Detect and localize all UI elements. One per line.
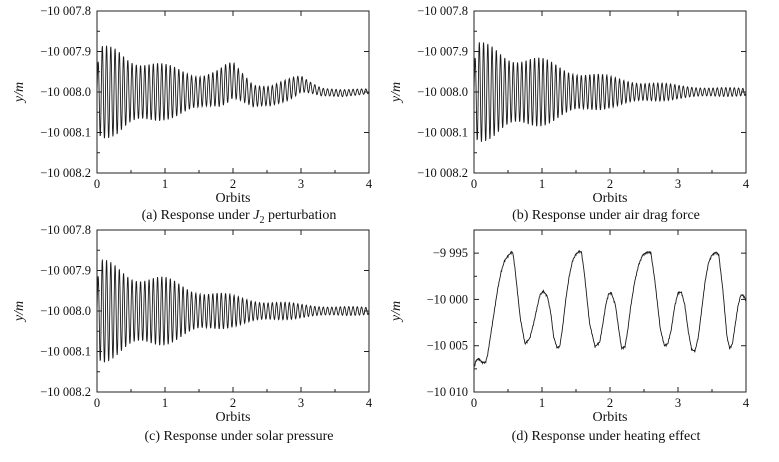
panel-a: 0 1 2 3 4 −10 007.8 −10 007.9 −10 008.0 −10 008.… bbox=[12, 4, 373, 226]
x-tick-label-a: 4 bbox=[366, 177, 373, 191]
x-axis-label-c: Orbits bbox=[216, 410, 251, 425]
y-tick-label-d: −9 995 bbox=[433, 246, 468, 260]
panel-b: 0 1 2 3 4 −10 007.8 −10 007.9 −10 008.0 −10 008.… bbox=[389, 4, 750, 223]
y-tick-label-b: −10 007.9 bbox=[417, 45, 468, 59]
caption-b: (b) Response under air drag force bbox=[512, 208, 700, 223]
x-axis-label-d: Orbits bbox=[593, 410, 628, 425]
y-tick-label-b: −10 008.1 bbox=[417, 126, 468, 140]
series-line-b-0 bbox=[473, 42, 747, 142]
y-axis-label-d: y/m bbox=[389, 301, 404, 323]
x-tick-label-b: 0 bbox=[471, 177, 477, 191]
y-tick-label-c: −10 007.9 bbox=[40, 264, 91, 278]
y-axis-label-b: y/m bbox=[389, 82, 404, 104]
x-tick-label-d: 2 bbox=[607, 396, 613, 410]
y-tick-label-d: −10 005 bbox=[427, 339, 468, 353]
x-tick-label-a: 0 bbox=[94, 177, 100, 191]
y-axis-label-a: y/m bbox=[12, 82, 27, 104]
panel-c: 0 1 2 3 4 −10 007.8 −10 007.9 −10 008.0 −10 008.… bbox=[12, 223, 373, 444]
panel-d: 0 1 2 3 4 −9 995 −10 000 −10 005 −10 010 Orbits y/… bbox=[389, 229, 750, 444]
x-tick-label-b: 4 bbox=[743, 177, 750, 191]
plot-frame-d bbox=[473, 229, 747, 393]
x-tick-label-b: 2 bbox=[607, 177, 613, 191]
y-tick-label-b: −10 008.2 bbox=[417, 166, 468, 180]
series-line-c-0 bbox=[96, 259, 370, 363]
x-tick-label-d: 0 bbox=[471, 396, 477, 410]
y-tick-label-c: −10 007.8 bbox=[40, 223, 91, 237]
x-axis-label-b: Orbits bbox=[593, 191, 628, 206]
y-tick-label-b: −10 008.0 bbox=[417, 85, 468, 99]
x-tick-label-d: 3 bbox=[675, 396, 681, 410]
y-tick-label-d: −10 010 bbox=[427, 385, 468, 399]
x-tick-label-c: 3 bbox=[298, 396, 304, 410]
series-line-a-0 bbox=[96, 45, 370, 139]
y-tick-label-c: −10 008.1 bbox=[40, 345, 91, 359]
caption-a: (a) Response under J2 perturbation bbox=[142, 208, 337, 226]
x-tick-label-b: 3 bbox=[675, 177, 681, 191]
caption-c: (c) Response under solar pressure bbox=[145, 429, 334, 444]
x-tick-label-c: 0 bbox=[94, 396, 100, 410]
y-tick-label-a: −10 008.1 bbox=[40, 126, 91, 140]
x-tick-label-a: 3 bbox=[298, 177, 304, 191]
y-tick-label-a: −10 007.8 bbox=[40, 4, 91, 18]
y-tick-label-a: −10 007.9 bbox=[40, 45, 91, 59]
x-tick-label-a: 2 bbox=[230, 177, 236, 191]
y-axis-label-c: y/m bbox=[12, 301, 27, 323]
x-tick-label-a: 1 bbox=[162, 177, 168, 191]
x-tick-label-c: 4 bbox=[366, 396, 373, 410]
x-axis-label-a: Orbits bbox=[216, 191, 251, 206]
x-tick-label-c: 2 bbox=[230, 396, 236, 410]
y-tick-label-a: −10 008.0 bbox=[40, 85, 91, 99]
x-tick-label-d: 1 bbox=[539, 396, 545, 410]
y-tick-label-b: −10 007.8 bbox=[417, 4, 468, 18]
x-tick-label-b: 1 bbox=[539, 177, 545, 191]
y-tick-label-d: −10 000 bbox=[427, 292, 468, 306]
series-line-d-0 bbox=[473, 249, 747, 369]
y-tick-label-c: −10 008.2 bbox=[40, 385, 91, 399]
y-tick-label-c: −10 008.0 bbox=[40, 304, 91, 318]
caption-d: (d) Response under heating effect bbox=[512, 429, 701, 444]
x-tick-label-c: 1 bbox=[162, 396, 168, 410]
y-tick-label-a: −10 008.2 bbox=[40, 166, 91, 180]
x-tick-label-d: 4 bbox=[743, 396, 750, 410]
